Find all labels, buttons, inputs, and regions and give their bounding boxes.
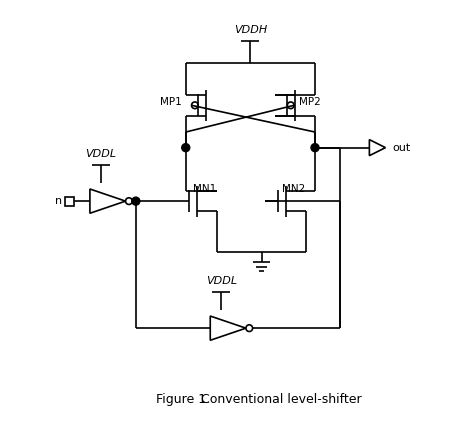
Text: MP2: MP2 [300, 97, 321, 107]
Text: VDDL: VDDL [206, 276, 237, 286]
Text: MN1: MN1 [193, 184, 217, 194]
Text: VDDH: VDDH [234, 25, 267, 35]
Text: Conventional level-shifter: Conventional level-shifter [201, 393, 362, 406]
Circle shape [132, 197, 140, 205]
Text: VDDL: VDDL [85, 149, 117, 159]
Bar [65, 196, 74, 205]
Text: MN2: MN2 [283, 184, 306, 194]
Text: Figure 1.: Figure 1. [156, 393, 210, 406]
Text: n: n [55, 196, 62, 206]
Circle shape [182, 144, 190, 152]
Circle shape [311, 144, 319, 152]
Text: out: out [392, 142, 410, 153]
Text: MP1: MP1 [160, 97, 182, 107]
